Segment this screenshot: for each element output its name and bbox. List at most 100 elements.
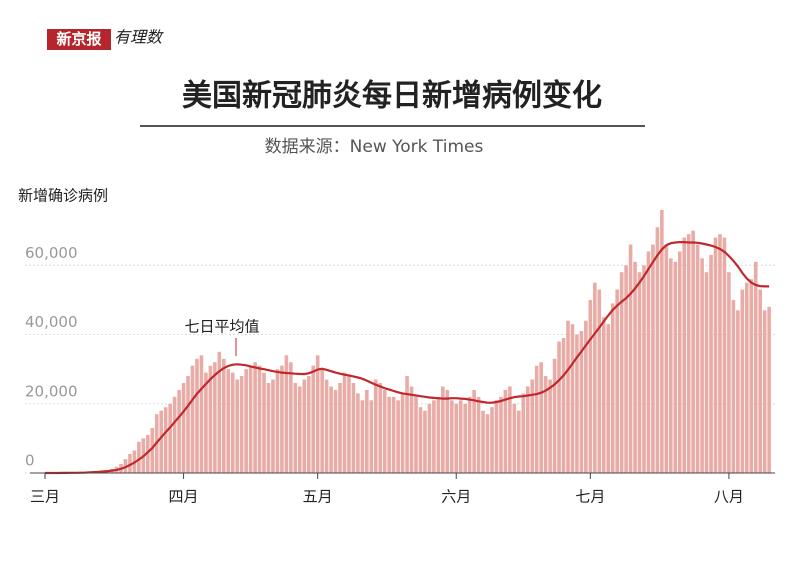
bar — [695, 244, 700, 473]
bar — [396, 400, 400, 473]
bar — [409, 386, 414, 473]
bar — [762, 310, 767, 473]
bar — [449, 400, 454, 473]
annotation: 七日平均值 — [184, 318, 259, 336]
bar — [642, 265, 646, 473]
bar — [494, 400, 499, 473]
bar — [633, 261, 637, 473]
bar — [727, 272, 731, 473]
bar — [664, 244, 669, 473]
bar — [691, 230, 695, 473]
bar — [758, 289, 762, 473]
bar — [713, 237, 718, 473]
bar — [597, 289, 602, 473]
bar — [534, 365, 539, 473]
bar — [338, 383, 342, 473]
bar — [311, 365, 315, 473]
bar — [315, 355, 320, 473]
bar — [753, 261, 758, 473]
bar — [767, 306, 771, 473]
bar — [722, 237, 727, 473]
bar — [673, 261, 678, 473]
bar — [356, 393, 360, 473]
bar — [584, 320, 588, 473]
bar — [543, 376, 548, 473]
bar — [306, 376, 311, 473]
bar — [561, 338, 566, 473]
bar — [329, 386, 333, 473]
bar — [351, 383, 356, 473]
bar — [324, 379, 329, 473]
y-tick-label: 0 — [25, 452, 35, 470]
bar — [333, 389, 338, 473]
bar — [230, 372, 235, 473]
x-tick-label: 五月 — [303, 488, 333, 506]
bar — [490, 407, 494, 473]
bar — [271, 379, 275, 473]
bar — [677, 251, 682, 473]
bar — [217, 351, 222, 473]
bar — [181, 383, 186, 473]
bar — [700, 258, 704, 473]
x-tick-label: 三月 — [30, 488, 60, 506]
bar — [168, 403, 172, 473]
bar — [458, 400, 463, 473]
bar — [137, 441, 141, 473]
logo-sub: 有理数 — [114, 28, 164, 47]
bar — [441, 386, 445, 473]
bar — [503, 389, 508, 473]
bar — [481, 410, 485, 473]
subtitle: 数据来源：New York Times — [265, 137, 484, 157]
bar — [445, 389, 450, 473]
bar — [552, 358, 557, 473]
bar — [378, 383, 383, 473]
bar — [159, 410, 164, 473]
bar — [373, 379, 378, 473]
bar — [682, 237, 687, 473]
bar — [235, 379, 240, 473]
y-tick-label: 40,000 — [25, 313, 78, 331]
bar — [744, 282, 749, 473]
bar — [244, 369, 248, 473]
bar — [289, 362, 293, 473]
bar — [512, 403, 517, 473]
x-tick-label: 四月 — [169, 488, 199, 506]
bar — [177, 389, 181, 473]
bar — [414, 396, 418, 473]
bar — [615, 289, 619, 473]
bar — [601, 317, 606, 473]
bar — [248, 365, 253, 473]
bar — [284, 355, 289, 473]
bar — [208, 365, 213, 473]
bar — [557, 341, 561, 473]
bar — [128, 453, 132, 473]
bar — [610, 303, 615, 473]
bar — [365, 389, 369, 473]
bar — [570, 324, 575, 473]
bar — [382, 389, 387, 473]
bar — [749, 279, 754, 473]
bar — [454, 403, 459, 473]
bar — [718, 234, 722, 473]
bar — [257, 365, 262, 473]
bar — [266, 383, 271, 473]
bar — [485, 414, 490, 473]
bar — [508, 386, 512, 473]
bar — [539, 362, 543, 473]
bar — [628, 244, 633, 473]
bar — [186, 376, 190, 473]
bar — [195, 358, 199, 473]
bar — [391, 396, 396, 473]
bar — [222, 358, 226, 473]
bar — [646, 251, 651, 473]
logo: 新京报 — [56, 30, 101, 48]
bar — [199, 355, 204, 473]
bar — [588, 299, 593, 473]
bar — [579, 331, 584, 473]
bar — [731, 299, 736, 473]
bar — [651, 244, 655, 473]
bar — [427, 403, 432, 473]
bar — [172, 396, 177, 473]
bar — [525, 386, 530, 473]
